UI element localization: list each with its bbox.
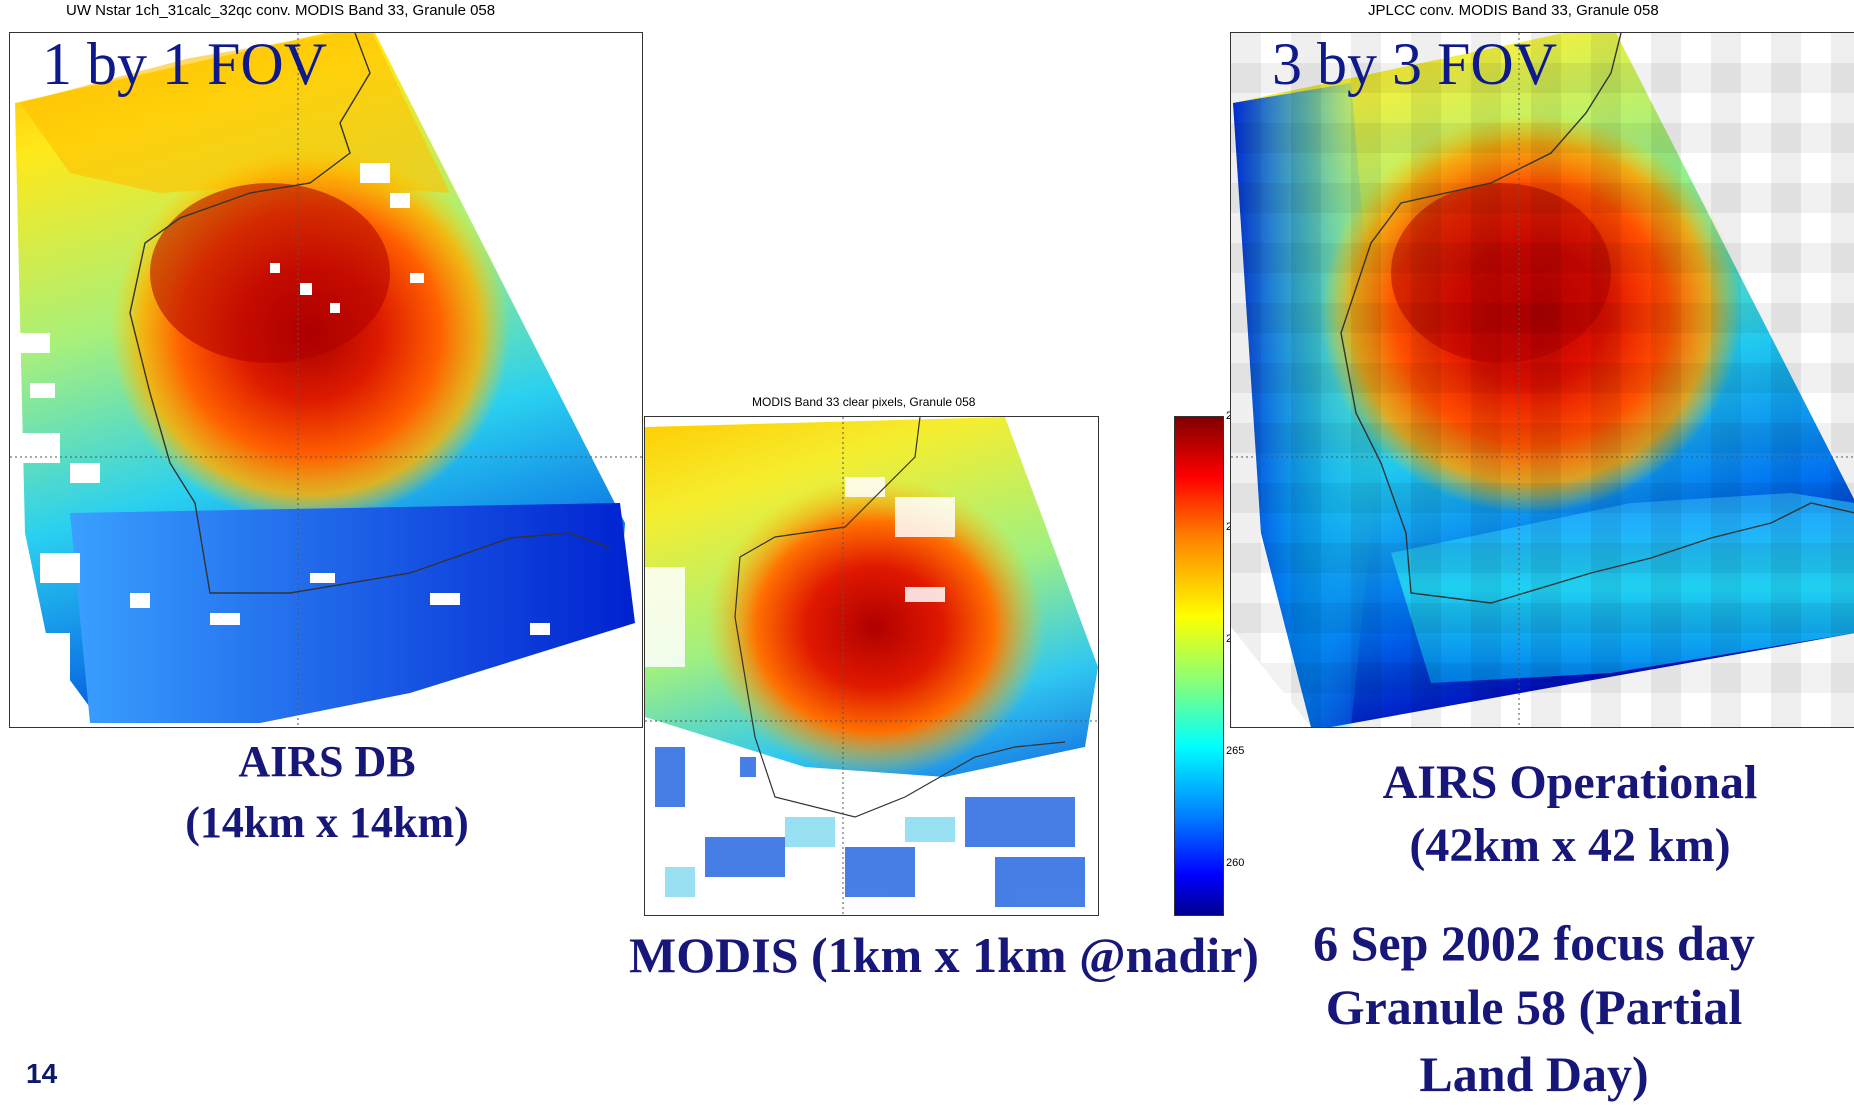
colorbar xyxy=(1174,416,1224,916)
right-caption-title: AIRS Operational xyxy=(1382,756,1758,809)
left-map-title: UW Nstar 1ch_31calc_32qc conv. MODIS Ban… xyxy=(66,2,496,19)
center-temperature-map xyxy=(645,417,1098,915)
left-fov-label: 1 by 1 FOV xyxy=(42,31,328,97)
right-temperature-map xyxy=(1231,33,1854,727)
center-caption: MODIS (1km x 1km @nadir) xyxy=(629,927,1259,983)
left-caption-resolution: (14km x 14km) xyxy=(185,798,469,847)
info-date: 6 Sep 2002 focus day xyxy=(1313,915,1755,971)
center-map-title: MODIS Band 33 clear pixels, Granule 058 xyxy=(752,395,976,409)
right-map-frame xyxy=(1230,32,1854,728)
page-number: 14 xyxy=(26,1058,58,1089)
center-map-frame xyxy=(644,416,1099,916)
right-fov-label: 3 by 3 FOV xyxy=(1272,31,1558,97)
left-caption-title: AIRS DB xyxy=(238,737,416,786)
info-land-day: Land Day) xyxy=(1419,1046,1649,1102)
info-granule: Granule 58 (Partial xyxy=(1325,979,1743,1035)
right-caption-resolution: (42km x 42 km) xyxy=(1409,819,1731,872)
right-map-title: JPLCC conv. MODIS Band 33, Granule 058 xyxy=(1368,2,1659,19)
colorbar-tick-260: 260 xyxy=(1226,857,1245,869)
left-map-frame xyxy=(9,32,643,728)
colorbar-tick-265: 265 xyxy=(1226,745,1245,757)
left-temperature-map xyxy=(10,33,642,727)
